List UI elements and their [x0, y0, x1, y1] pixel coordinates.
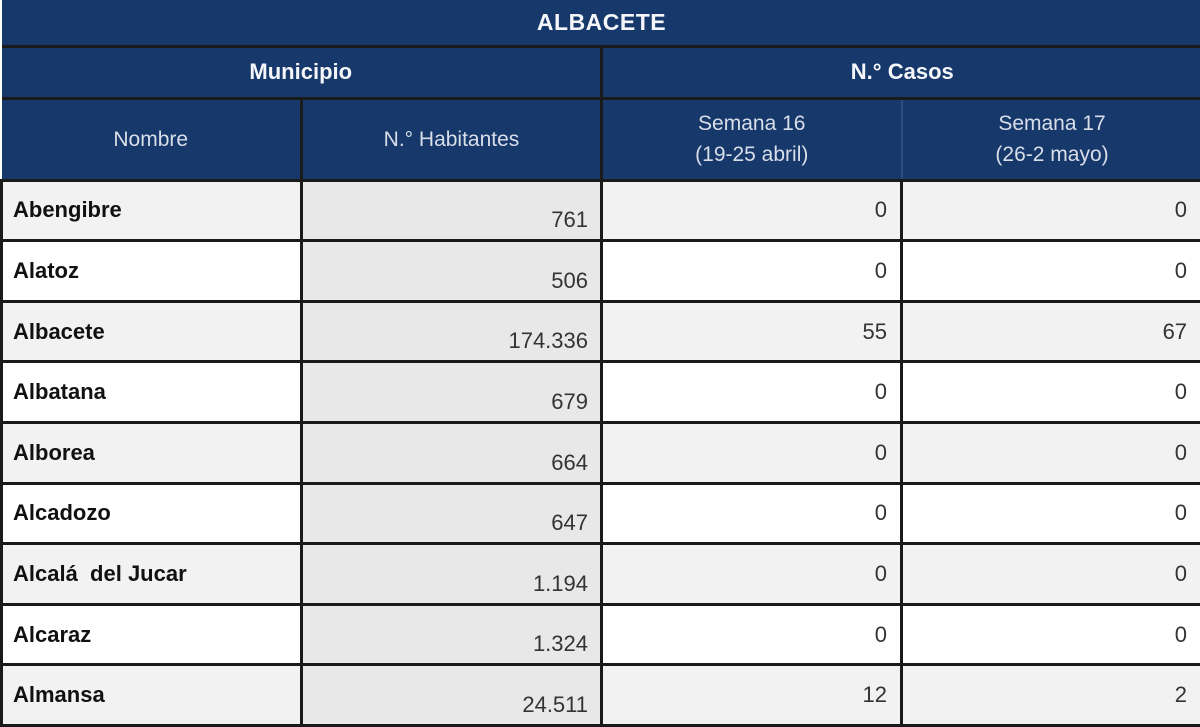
table-row: Alcadozo 647 0 0	[0, 481, 1200, 546]
column-header-semana17: Semana 17 (26-2 mayo)	[900, 98, 1200, 182]
habitantes-cell: 664	[300, 420, 603, 485]
semana17-cases-cell: 0	[899, 239, 1200, 303]
semana17-cases-cell: 0	[899, 420, 1200, 485]
municipality-name-cell: Albacete	[0, 299, 303, 364]
semana17-label: Semana 17	[998, 112, 1106, 135]
semana16-cases-cell: 0	[600, 420, 903, 485]
semana16-cases-cell: 0	[600, 481, 903, 546]
municipality-name-cell: Almansa	[0, 663, 303, 727]
group-header-casos: N.° Casos	[599, 46, 1200, 100]
table-row: Alcalá del Jucar 1.194 0 0	[0, 542, 1200, 606]
semana16-cases-cell: 0	[600, 602, 903, 667]
semana16-cases-cell: 12	[600, 663, 903, 727]
semana16-label: Semana 16	[698, 112, 806, 135]
semana16-cases-cell: 0	[600, 360, 903, 424]
semana16-cases-cell: 0	[600, 180, 903, 243]
column-header-semana16: Semana 16 (19-25 abril)	[600, 98, 902, 182]
semana16-dates: (19-25 abril)	[695, 143, 809, 166]
semana17-cases-cell: 0	[899, 481, 1200, 546]
habitantes-cell: 506	[300, 239, 603, 303]
habitantes-cell: 647	[300, 481, 603, 546]
semana17-cases-cell: 0	[899, 602, 1200, 667]
semana17-cases-cell: 0	[899, 180, 1200, 243]
table-title-row: ALBACETE	[1, 0, 1200, 48]
table-body: Abengibre 761 0 0 Alatoz 506 0 0 Albacete 174.336…	[0, 180, 1200, 727]
table-row: Albatana 679 0 0	[0, 360, 1200, 424]
habitantes-cell: 679	[300, 360, 603, 424]
semana17-cases-cell: 67	[899, 299, 1200, 364]
table-row: Alatoz 506 0 0	[0, 239, 1200, 303]
column-header-habitantes: N.° Habitantes	[300, 98, 602, 182]
semana17-cases-cell: 0	[899, 542, 1200, 606]
group-header-row: Municipio N.° Casos	[1, 46, 1200, 100]
column-header-row: Nombre N.° Habitantes Semana 16 (19-25 a…	[1, 98, 1200, 182]
habitantes-cell: 1.194	[300, 542, 603, 606]
municipality-name-cell: Albatana	[0, 360, 303, 424]
column-header-nombre: Nombre	[1, 98, 302, 182]
habitantes-cell: 1.324	[300, 602, 603, 667]
municipality-name-cell: Alcaraz	[0, 602, 303, 667]
municipality-name-cell: Alatoz	[0, 239, 303, 303]
table-row: Abengibre 761 0 0	[0, 180, 1200, 243]
group-header-municipio: Municipio	[1, 46, 602, 100]
semana17-cases-cell: 0	[899, 360, 1200, 424]
habitantes-cell: 24.511	[300, 663, 603, 727]
table-row: Albacete 174.336 55 67	[0, 299, 1200, 364]
semana16-cases-cell: 0	[600, 239, 903, 303]
table-row: Alborea 664 0 0	[0, 420, 1200, 485]
semana17-dates: (26-2 mayo)	[995, 143, 1109, 166]
semana17-cases-cell: 2	[899, 663, 1200, 727]
semana16-cases-cell: 55	[600, 299, 903, 364]
table-row: Alcaraz 1.324 0 0	[0, 602, 1200, 667]
province-title: ALBACETE	[1, 0, 1200, 48]
semana16-cases-cell: 0	[600, 542, 903, 606]
table-row: Almansa 24.511 12 2	[0, 663, 1200, 727]
municipality-name-cell: Alcadozo	[0, 481, 303, 546]
municipality-name-cell: Alborea	[0, 420, 303, 485]
habitantes-cell: 761	[300, 180, 603, 243]
habitantes-cell: 174.336	[300, 299, 603, 364]
municipality-name-cell: Alcalá del Jucar	[0, 542, 303, 606]
municipality-name-cell: Abengibre	[0, 180, 303, 243]
